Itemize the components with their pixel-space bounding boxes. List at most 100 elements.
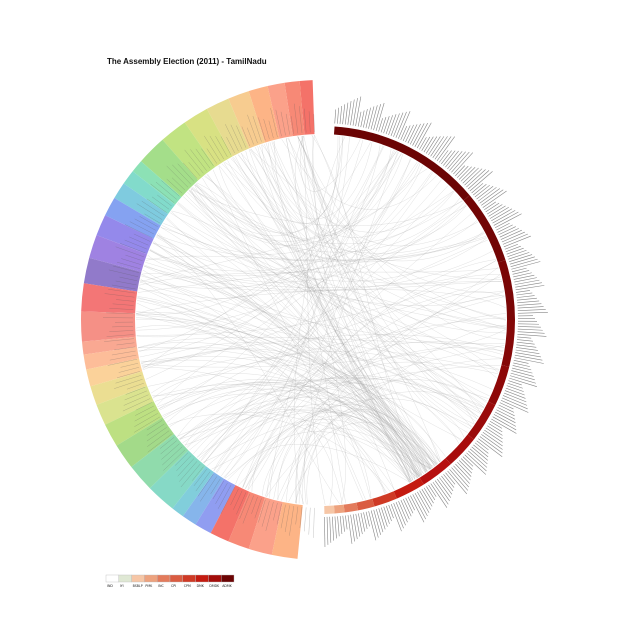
party-label-tick bbox=[199, 476, 218, 502]
party-label-tick bbox=[177, 458, 195, 477]
constituency-label-tick bbox=[357, 111, 362, 127]
constituency-label-tick bbox=[436, 478, 452, 498]
constituency-label-tick bbox=[405, 124, 414, 143]
constituency-label-tick bbox=[511, 267, 527, 273]
party-label-tick bbox=[115, 299, 134, 302]
chord-link bbox=[274, 140, 436, 466]
constituency-label-tick bbox=[417, 491, 430, 513]
constituency-label-tick bbox=[473, 183, 487, 196]
constituency-label-tick bbox=[383, 506, 390, 524]
chord-link bbox=[300, 135, 361, 192]
constituency-label-tick bbox=[485, 427, 503, 440]
chord-link bbox=[138, 153, 402, 353]
constituency-label-tick bbox=[489, 420, 503, 429]
constituency-label-tick bbox=[516, 341, 535, 345]
party-label-tick bbox=[119, 276, 138, 282]
chord-link bbox=[233, 156, 435, 467]
constituency-label-tick bbox=[488, 423, 503, 433]
chord-link bbox=[238, 154, 437, 465]
chord-link bbox=[136, 289, 506, 314]
party-label-tick bbox=[303, 108, 307, 133]
chord-link bbox=[242, 212, 473, 488]
chord-link bbox=[139, 152, 399, 358]
constituency-label-tick bbox=[421, 489, 433, 507]
party-label-tick bbox=[180, 463, 201, 488]
party-label-tick bbox=[303, 507, 307, 532]
constituency-label-tick bbox=[355, 513, 361, 537]
chord-link bbox=[177, 345, 505, 437]
party-segment bbox=[96, 385, 154, 425]
party-segment bbox=[141, 139, 199, 197]
chord-link bbox=[295, 135, 432, 469]
chord-link bbox=[138, 347, 446, 457]
party-label-tick bbox=[293, 103, 299, 134]
party-label-tick bbox=[163, 449, 186, 471]
constituency-label-tick bbox=[517, 306, 544, 309]
chord-link bbox=[225, 404, 435, 479]
party-label-tick bbox=[146, 427, 167, 442]
chord-link bbox=[196, 409, 422, 476]
constituency-label-tick bbox=[365, 107, 371, 129]
party-label-tick bbox=[166, 165, 189, 188]
constituency-label-tick bbox=[517, 334, 547, 337]
constituency-segment bbox=[333, 126, 470, 201]
constituency-label-tick bbox=[456, 165, 469, 178]
constituency-label-tick bbox=[326, 516, 329, 545]
party-segment bbox=[284, 80, 305, 137]
party-label-tick bbox=[116, 371, 141, 379]
chord-link bbox=[266, 422, 431, 497]
constituency-label-tick bbox=[428, 484, 437, 497]
party-label-tick bbox=[280, 504, 286, 529]
constituency-label-tick bbox=[514, 357, 544, 364]
party-label-tick bbox=[273, 502, 278, 521]
constituency-label-tick bbox=[514, 279, 540, 285]
legend-label: ADMK bbox=[222, 584, 232, 588]
constituency-label-tick bbox=[432, 136, 448, 158]
constituency-label-tick bbox=[500, 399, 529, 413]
constituency-label-tick bbox=[516, 292, 533, 296]
chord-link bbox=[202, 177, 475, 424]
constituency-label-tick bbox=[476, 185, 494, 200]
constituency-label-tick bbox=[423, 487, 434, 504]
party-label-tick bbox=[135, 402, 153, 411]
chord-link bbox=[163, 382, 372, 499]
chord-link bbox=[148, 317, 506, 387]
constituency-segment bbox=[356, 498, 375, 511]
constituency-label-tick bbox=[344, 102, 349, 125]
constituency-label-tick bbox=[514, 277, 537, 283]
chord-link bbox=[196, 182, 411, 482]
chord-link bbox=[224, 168, 428, 479]
party-label-tick bbox=[162, 446, 183, 466]
party-label-tick bbox=[104, 338, 134, 342]
party-label-tick bbox=[184, 149, 204, 174]
party-label-tick bbox=[134, 218, 156, 231]
chord-link bbox=[144, 264, 485, 408]
party-label-tick bbox=[280, 111, 286, 136]
legend-swatch bbox=[105, 574, 120, 583]
party-label-tick bbox=[159, 437, 175, 449]
chord-link bbox=[206, 174, 482, 413]
party-label-tick bbox=[146, 198, 167, 213]
chord-link bbox=[179, 185, 449, 440]
chord-link bbox=[254, 147, 502, 280]
legend-swatch bbox=[208, 574, 222, 583]
chord-link bbox=[223, 162, 438, 464]
constituency-label-tick bbox=[503, 235, 531, 248]
party-label-tick bbox=[270, 107, 278, 138]
chord-link bbox=[205, 175, 419, 478]
chord-link bbox=[201, 205, 467, 462]
chord-link bbox=[156, 171, 432, 406]
constituency-label-tick bbox=[390, 113, 400, 136]
chord-link bbox=[159, 136, 343, 411]
constituency-label-tick bbox=[517, 336, 532, 339]
constituency-label-tick bbox=[438, 150, 449, 163]
constituency-label-tick bbox=[378, 118, 383, 132]
party-segment bbox=[271, 502, 303, 559]
constituency-label-tick bbox=[449, 469, 469, 491]
party-segment bbox=[90, 371, 148, 405]
chord-link bbox=[192, 135, 340, 234]
chord-link bbox=[187, 365, 501, 448]
party-label-tick bbox=[233, 490, 243, 510]
chord-link bbox=[139, 163, 421, 283]
party-segment bbox=[149, 450, 206, 509]
